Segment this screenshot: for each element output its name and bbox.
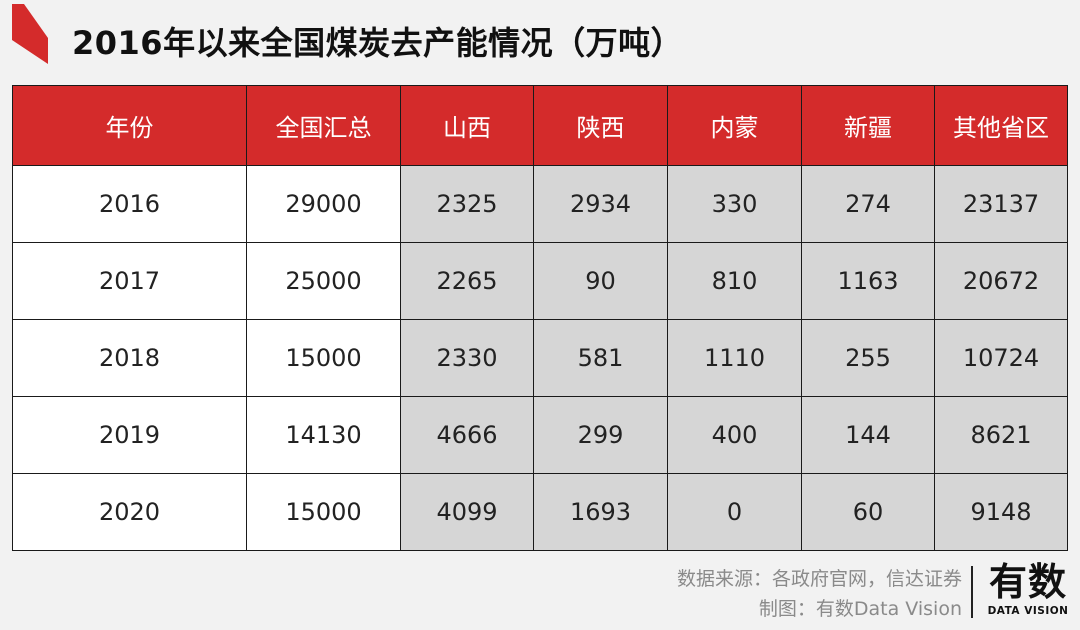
table-row: 2020 15000 4099 1693 0 60 9148 — [12, 473, 1068, 551]
value-cell: 4099 — [400, 473, 534, 551]
credit-note: 制图：有数Data Vision — [758, 598, 962, 620]
table-body: 2016 29000 2325 2934 330 274 23137 2017 25000 226… — [12, 165, 1068, 551]
column-header: 全国汇总 — [246, 85, 401, 166]
table-row: 2019 14130 4666 299 400 144 8621 — [12, 396, 1068, 474]
value-cell: 23137 — [934, 165, 1068, 243]
value-cell: 2934 — [533, 165, 668, 243]
value-cell: 299 — [533, 396, 668, 474]
column-header: 年份 — [12, 85, 247, 166]
footer: 数据来源：各政府官网，信达证券 制图：有数Data Vision — [677, 564, 962, 624]
value-cell: 2265 — [400, 242, 534, 320]
logo-main-text: 有数 — [988, 560, 1067, 604]
column-header: 新疆 — [801, 85, 935, 166]
year-cell: 2018 — [12, 319, 247, 397]
data-table-container: 年份 全国汇总 山西 陕西 内蒙 新疆 其他省区 2016 29000 2325 2934 330 2… — [12, 85, 1068, 551]
brand-logo: 有数 DATA VISION — [980, 560, 1076, 618]
value-cell: 60 — [801, 473, 935, 551]
value-cell: 25000 — [246, 242, 401, 320]
value-cell: 1163 — [801, 242, 935, 320]
value-cell: 10724 — [934, 319, 1068, 397]
value-cell: 2325 — [400, 165, 534, 243]
value-cell: 255 — [801, 319, 935, 397]
value-cell: 2330 — [400, 319, 534, 397]
value-cell: 0 — [667, 473, 802, 551]
year-cell: 2020 — [12, 473, 247, 551]
value-cell: 9148 — [934, 473, 1068, 551]
value-cell: 15000 — [246, 319, 401, 397]
value-cell: 8621 — [934, 396, 1068, 474]
table-row: 2018 15000 2330 581 1110 255 10724 — [12, 319, 1068, 397]
data-table: 年份 全国汇总 山西 陕西 内蒙 新疆 其他省区 2016 29000 2325 2934 330 2… — [12, 85, 1068, 551]
table-row: 2016 29000 2325 2934 330 274 23137 — [12, 165, 1068, 243]
value-cell: 29000 — [246, 165, 401, 243]
table-header-row: 年份 全国汇总 山西 陕西 内蒙 新疆 其他省区 — [12, 85, 1068, 166]
year-cell: 2019 — [12, 396, 247, 474]
value-cell: 581 — [533, 319, 668, 397]
logo-sub-text: DATA VISION — [987, 605, 1069, 617]
column-header: 山西 — [400, 85, 534, 166]
value-cell: 1693 — [533, 473, 668, 551]
column-header: 其他省区 — [934, 85, 1068, 166]
corner-accent-mark — [12, 4, 48, 64]
year-cell: 2017 — [12, 242, 247, 320]
value-cell: 15000 — [246, 473, 401, 551]
value-cell: 330 — [667, 165, 802, 243]
value-cell: 4666 — [400, 396, 534, 474]
value-cell: 1110 — [667, 319, 802, 397]
chart-title: 2016年以来全国煤炭去产能情况（万吨） — [72, 24, 684, 62]
value-cell: 144 — [801, 396, 935, 474]
source-note: 数据来源：各政府官网，信达证券 — [676, 568, 962, 590]
value-cell: 20672 — [934, 242, 1068, 320]
corner-accent-shape — [12, 4, 48, 64]
value-cell: 810 — [667, 242, 802, 320]
value-cell: 400 — [667, 396, 802, 474]
value-cell: 14130 — [246, 396, 401, 474]
column-header: 陕西 — [533, 85, 668, 166]
footer-divider — [971, 566, 973, 618]
table-row: 2017 25000 2265 90 810 1163 20672 — [12, 242, 1068, 320]
column-header: 内蒙 — [667, 85, 802, 166]
year-cell: 2016 — [12, 165, 247, 243]
value-cell: 90 — [533, 242, 668, 320]
value-cell: 274 — [801, 165, 935, 243]
